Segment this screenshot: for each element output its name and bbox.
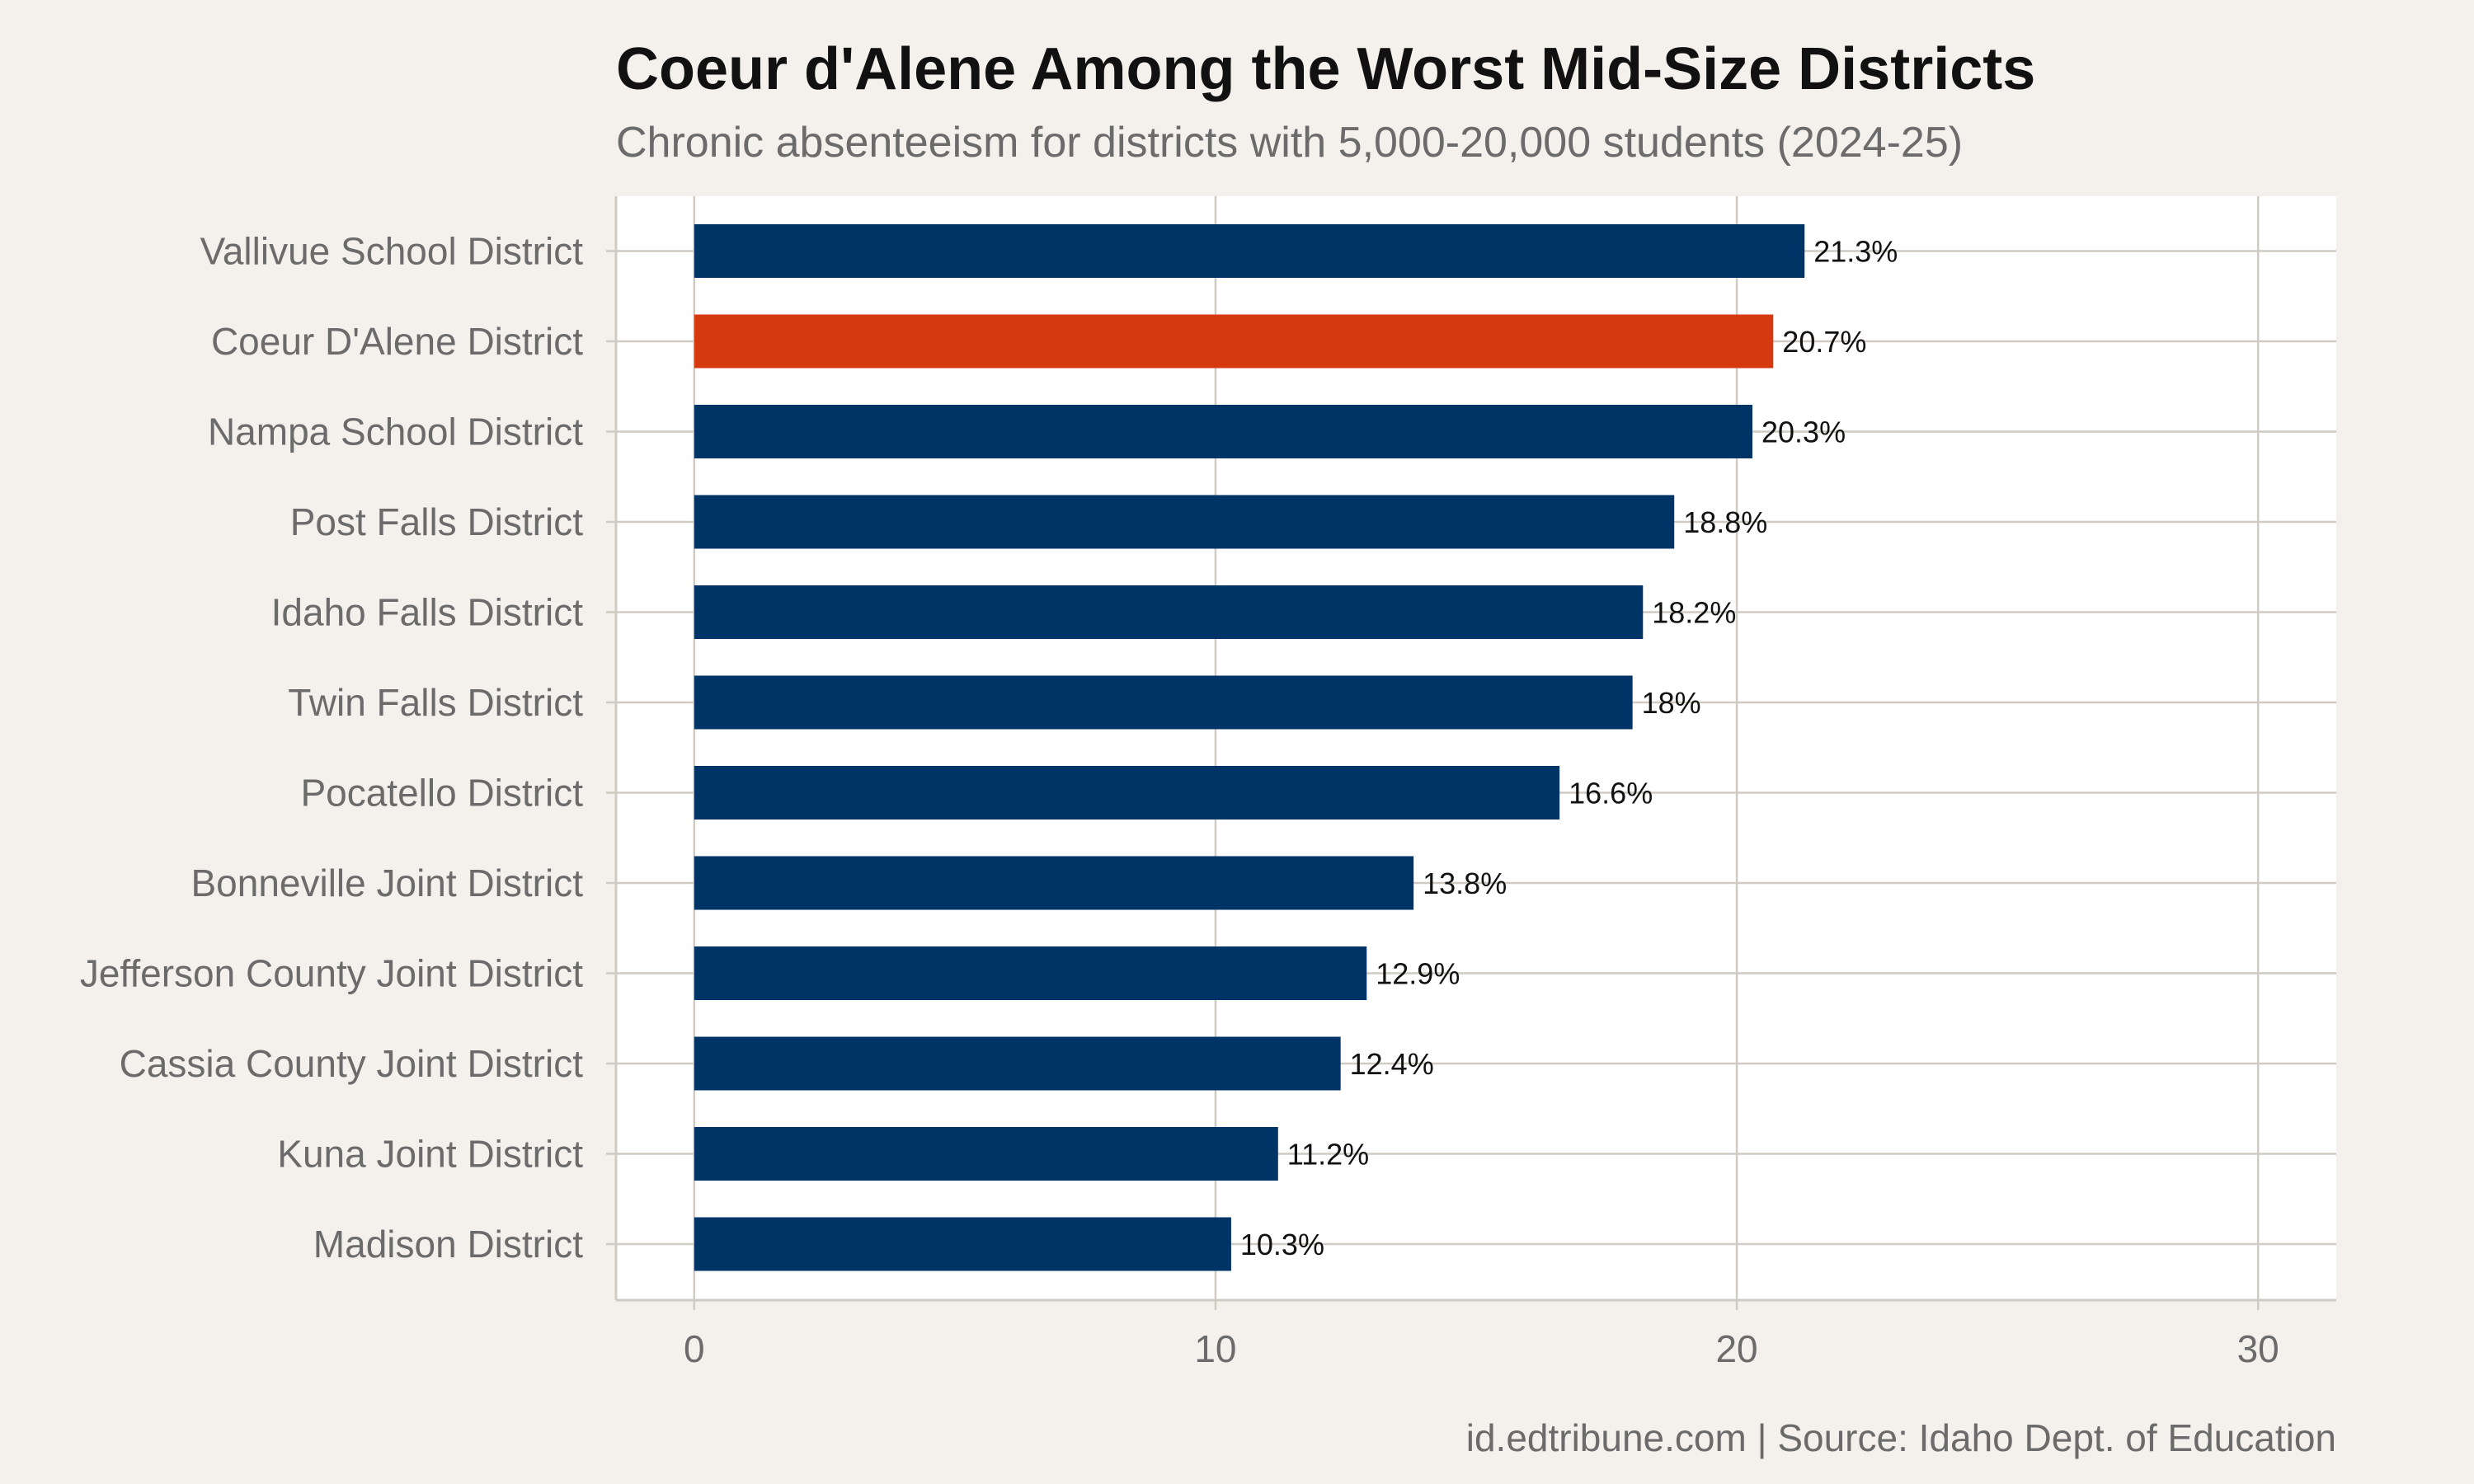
- chart-subtitle: Chronic absenteeism for districts with 5…: [616, 119, 1963, 167]
- x-tick-label: 30: [2237, 1327, 2279, 1370]
- axes: [606, 196, 2336, 1310]
- data-label: 18%: [1642, 686, 1701, 720]
- category-label: Madison District: [313, 1223, 583, 1266]
- bar: [694, 766, 1560, 819]
- category-label: Post Falls District: [290, 500, 583, 543]
- bars: [694, 224, 1805, 1271]
- data-label: 13.8%: [1423, 866, 1507, 900]
- x-tick-label: 0: [684, 1327, 705, 1370]
- data-label: 10.3%: [1240, 1228, 1324, 1261]
- plot-panel: [616, 196, 2336, 1300]
- category-label: Nampa School District: [208, 411, 583, 453]
- bar: [694, 856, 1414, 910]
- data-label: 12.9%: [1376, 957, 1460, 991]
- bar: [694, 224, 1805, 278]
- data-label: 18.2%: [1652, 596, 1736, 630]
- chart-caption: id.edtribune.com | Source: Idaho Dept. o…: [1466, 1416, 2336, 1459]
- bar: [694, 675, 1633, 730]
- category-label: Jefferson County Joint District: [80, 952, 583, 995]
- bar: [694, 1217, 1231, 1271]
- bar: [694, 1036, 1341, 1091]
- category-label: Coeur D'Alene District: [211, 320, 583, 363]
- data-label: 12.4%: [1350, 1047, 1434, 1081]
- data-label: 20.3%: [1761, 416, 1846, 449]
- category-label: Cassia County Joint District: [120, 1042, 584, 1085]
- highlighted-bar: [694, 314, 1774, 369]
- data-label: 18.8%: [1683, 505, 1767, 539]
- chart-title: Coeur d'Alene Among the Worst Mid-Size D…: [616, 36, 2035, 102]
- bar: [694, 1127, 1278, 1181]
- data-label: 21.3%: [1813, 235, 1898, 269]
- category-label: Bonneville Joint District: [190, 862, 583, 904]
- bar: [694, 585, 1644, 639]
- bar: [694, 495, 1675, 549]
- category-label: Twin Falls District: [288, 681, 583, 724]
- data-label: 16.6%: [1569, 777, 1653, 810]
- category-label: Pocatello District: [300, 772, 583, 815]
- data-label: 11.2%: [1287, 1138, 1369, 1172]
- category-label: Idaho Falls District: [271, 591, 584, 634]
- category-label: Vallivue School District: [200, 230, 584, 273]
- x-tick-label: 10: [1194, 1327, 1236, 1370]
- bar: [694, 946, 1367, 1000]
- category-label: Kuna Joint District: [277, 1133, 583, 1176]
- bar: [694, 405, 1753, 458]
- labels: 0 10 20 30 Vallivue School District 21.3% Coeu…: [80, 230, 2279, 1371]
- x-tick-label: 20: [1715, 1327, 1757, 1370]
- data-label: 20.7%: [1782, 325, 1866, 359]
